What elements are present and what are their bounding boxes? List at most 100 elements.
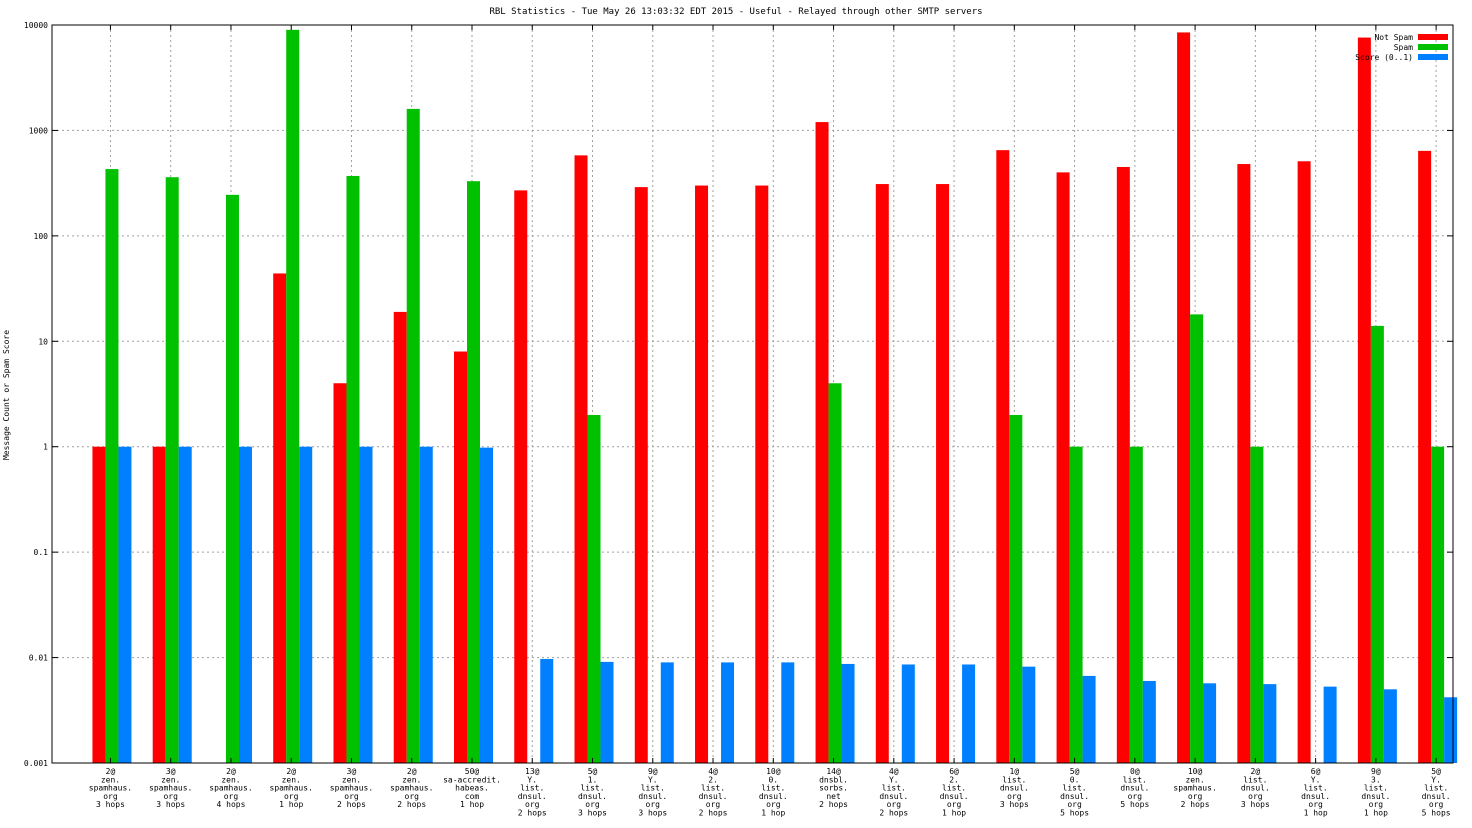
bar-1 — [1129, 446, 1143, 763]
bar-0 — [393, 311, 407, 763]
bar-0 — [755, 185, 769, 763]
bar-2 — [962, 664, 976, 763]
category-label: Y. — [527, 775, 537, 784]
category-label: dnsul. — [879, 792, 908, 801]
legend-swatch — [1418, 54, 1448, 60]
category-label: org — [103, 792, 118, 801]
category-label: org — [1188, 792, 1203, 801]
category-label: 1 hop — [460, 800, 484, 809]
category-label: list. — [580, 784, 604, 793]
bar-2 — [479, 447, 493, 763]
y-tick-label: 0.001 — [24, 759, 48, 768]
category-label: 3@ — [166, 767, 176, 776]
category-label: dnsul. — [1361, 792, 1390, 801]
bar-0 — [936, 184, 950, 763]
bar-0 — [333, 383, 347, 763]
category-label: 1@ — [1010, 767, 1020, 776]
category-label: spamhaus. — [390, 784, 433, 793]
bar-1 — [406, 108, 420, 763]
category-label: 2. — [949, 775, 959, 784]
bar-2 — [540, 658, 554, 763]
y-tick-label: 100 — [34, 232, 49, 241]
bar-1 — [165, 177, 179, 763]
category-label: list. — [882, 784, 906, 793]
bar-1 — [1250, 446, 1264, 763]
category-label: org — [646, 800, 661, 809]
category-label: list. — [1243, 775, 1267, 784]
category-label: spamhaus. — [209, 784, 252, 793]
category-label: spamhaus. — [330, 784, 373, 793]
bar-0 — [1357, 37, 1371, 763]
category-label: 10@ — [1188, 767, 1203, 776]
category-label: 3 hops — [638, 809, 667, 818]
category-label: 3 hops — [1241, 800, 1270, 809]
category-label: 2. — [708, 775, 718, 784]
category-label: org — [947, 800, 962, 809]
category-label: 9@ — [1371, 767, 1381, 776]
bar-0 — [634, 187, 648, 763]
category-label: 1 hop — [761, 809, 785, 818]
bar-2 — [1383, 689, 1397, 763]
bar-1 — [225, 194, 239, 764]
bar-2 — [1022, 666, 1036, 763]
category-label: 13@ — [525, 767, 540, 776]
category-label: 3 hops — [1000, 800, 1029, 809]
category-label: 10@ — [766, 767, 781, 776]
bar-1 — [1431, 446, 1445, 763]
category-label: list. — [520, 784, 544, 793]
category-label: 5 hops — [1120, 800, 1149, 809]
category-label: 2@ — [407, 767, 417, 776]
bar-2 — [1323, 686, 1337, 763]
y-tick-label: 0.01 — [29, 654, 48, 663]
category-label: 5@ — [1070, 767, 1080, 776]
legend-swatch — [1418, 34, 1448, 40]
category-label: habeas. — [455, 784, 489, 793]
category-label: dnsul. — [1000, 784, 1029, 793]
bar-2 — [1444, 697, 1458, 763]
bar-2 — [118, 446, 132, 763]
category-label: 5 hops — [1060, 809, 1089, 818]
bar-0 — [1177, 32, 1191, 763]
category-label: org — [284, 792, 299, 801]
category-label: 1 hop — [942, 809, 966, 818]
bar-2 — [178, 446, 192, 763]
category-label: list. — [701, 784, 725, 793]
bar-1 — [286, 29, 300, 763]
category-label: Y. — [889, 775, 899, 784]
category-label: 4 hops — [217, 800, 246, 809]
bar-2 — [660, 662, 674, 763]
category-label: 5@ — [588, 767, 598, 776]
y-tick-label: 1000 — [29, 126, 48, 135]
bars — [92, 29, 1458, 764]
bar-2 — [419, 446, 433, 763]
category-label: org — [1308, 800, 1323, 809]
category-label: 0. — [1070, 775, 1080, 784]
bar-1 — [1069, 446, 1083, 763]
bar-2 — [901, 664, 915, 763]
category-label: 2@ — [106, 767, 116, 776]
category-label: Y. — [648, 775, 658, 784]
category-label: list. — [1063, 784, 1087, 793]
bar-0 — [1056, 172, 1070, 763]
y-tick-label: 10 — [38, 337, 48, 346]
bar-1 — [587, 414, 601, 763]
category-label: Y. — [1431, 775, 1441, 784]
category-label: list. — [1304, 784, 1328, 793]
bar-1 — [1009, 414, 1023, 763]
category-label: org — [344, 792, 359, 801]
bar-1 — [346, 175, 360, 763]
bar-2 — [781, 662, 795, 763]
bar-0 — [1418, 150, 1432, 764]
category-label: list. — [1123, 775, 1147, 784]
category-label: org — [525, 800, 540, 809]
bar-2 — [238, 446, 252, 763]
category-label: 0. — [768, 775, 778, 784]
category-label: zen. — [221, 775, 240, 784]
category-label: zen. — [161, 775, 180, 784]
category-label: zen. — [282, 775, 301, 784]
category-label: org — [706, 800, 721, 809]
category-label: dnsul. — [940, 792, 969, 801]
category-label: 1. — [588, 775, 598, 784]
